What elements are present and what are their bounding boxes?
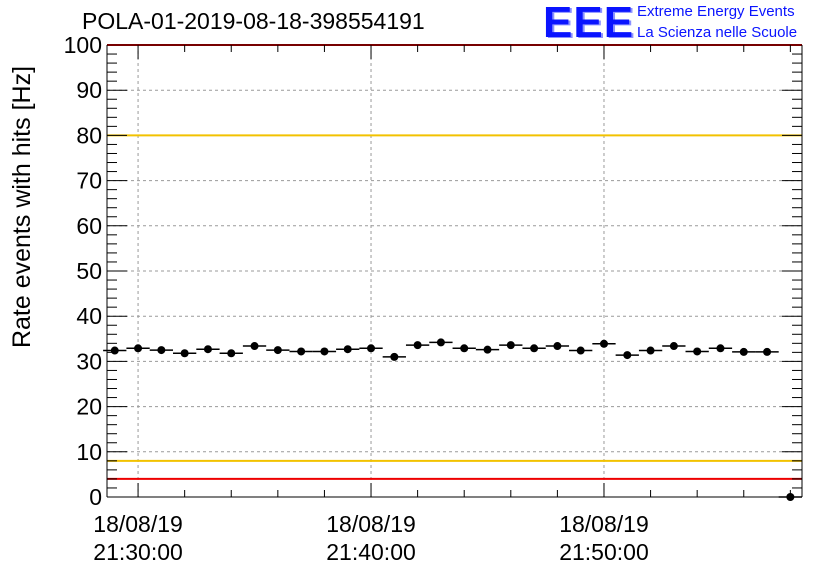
data-point [530, 344, 539, 353]
logo-caption-line2: La Scienza nelle Scuole [637, 24, 798, 41]
y-tick-label: 50 [76, 258, 102, 284]
axes: 010203040506070809010018/08/1921:30:0018… [64, 32, 803, 565]
data-point [157, 346, 166, 355]
data-point [390, 352, 399, 361]
data-point [460, 344, 469, 353]
x-tick-label-time: 21:50:00 [559, 539, 649, 565]
x-tick-label-date: 18/08/19 [326, 511, 416, 537]
data-point [436, 338, 445, 347]
data-point [180, 349, 189, 358]
data-point [553, 342, 562, 351]
y-tick-label: 90 [76, 77, 102, 103]
y-tick-label: 70 [76, 168, 102, 194]
y-tick-label: 40 [76, 303, 102, 329]
data-point [227, 349, 236, 358]
logo-caption-line1: Extreme Energy Events [637, 3, 795, 20]
data-point [716, 344, 725, 353]
data-point [576, 346, 585, 355]
data-points [103, 338, 802, 501]
data-point [646, 346, 655, 355]
y-tick-label: 80 [76, 122, 102, 148]
eee-logo: EEE [543, 0, 635, 47]
data-point [506, 341, 515, 350]
data-point [320, 347, 329, 356]
data-point [623, 351, 632, 360]
y-tick-label: 0 [89, 484, 102, 510]
grid-lines [107, 45, 802, 497]
data-point [599, 339, 608, 348]
data-point [739, 347, 748, 356]
x-tick-label-date: 18/08/19 [93, 511, 183, 537]
data-point [786, 493, 795, 501]
x-tick-label-time: 21:40:00 [326, 539, 416, 565]
data-point [413, 341, 422, 350]
data-point [134, 344, 143, 353]
data-point [483, 345, 492, 354]
y-axis-label: Rate events with hits [Hz] [8, 66, 36, 348]
y-tick-label: 100 [64, 32, 102, 58]
data-point [693, 347, 702, 356]
data-point [367, 344, 376, 353]
data-point [343, 345, 352, 354]
data-point [250, 342, 259, 351]
chart-title: POLA-01-2019-08-18-398554191 [82, 8, 425, 34]
data-point [273, 346, 282, 355]
y-tick-label: 10 [76, 439, 102, 465]
data-point [763, 347, 772, 356]
data-point [297, 347, 306, 356]
y-tick-label: 20 [76, 394, 102, 420]
data-point [110, 346, 119, 355]
y-tick-label: 30 [76, 348, 102, 374]
threshold-lines [107, 44, 802, 480]
data-point [203, 345, 212, 354]
data-point [669, 342, 678, 351]
x-tick-label-date: 18/08/19 [559, 511, 649, 537]
y-tick-label: 60 [76, 213, 102, 239]
x-tick-label-time: 21:30:00 [93, 539, 183, 565]
